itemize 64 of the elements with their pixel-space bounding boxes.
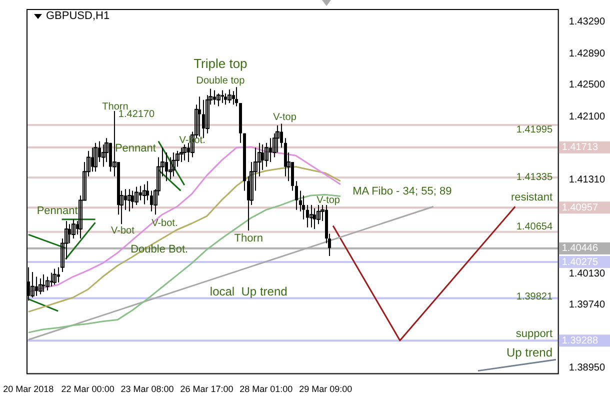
annotation: V-top xyxy=(273,112,297,123)
candlestick xyxy=(228,88,232,104)
x-tick-label: 23 Mar 08:00 xyxy=(120,384,174,394)
candlestick xyxy=(182,144,186,161)
x-tick-label: 20 Mar 2018 xyxy=(3,384,54,394)
annotation: 1.39821 xyxy=(516,291,553,302)
annotation: support xyxy=(516,328,553,340)
y-tick-label: 1.42890 xyxy=(568,48,606,60)
annotation: 1.41335 xyxy=(516,172,553,184)
candlestick xyxy=(276,124,280,153)
candlestick xyxy=(310,204,314,228)
candlestick xyxy=(104,138,108,163)
y-tick-label: 1.40130 xyxy=(568,268,606,280)
candlestick xyxy=(146,180,149,201)
candlestick xyxy=(295,180,298,210)
annotation: 1.40654 xyxy=(516,222,553,233)
candlestick xyxy=(94,142,98,172)
annotation: V-bot. xyxy=(152,218,178,229)
candlestick xyxy=(142,184,146,205)
annotation: V-bot xyxy=(110,226,135,237)
annotation: Up trend xyxy=(506,345,553,360)
annotation: resistant xyxy=(510,191,553,204)
annotation: Double top xyxy=(196,75,246,86)
candlestick xyxy=(52,268,56,286)
y-tick-label: 1.42100 xyxy=(568,111,606,122)
candlestick xyxy=(316,204,320,225)
annotation: Pennant xyxy=(114,142,156,155)
candlestick xyxy=(38,278,42,295)
candlestick xyxy=(302,194,305,220)
ref-line-label: 1.40446 xyxy=(562,243,598,254)
annotation: Triple top xyxy=(194,56,248,71)
candlestick xyxy=(72,218,76,240)
ref-line-label: 1.41713 xyxy=(562,142,598,154)
x-tick-label: 22 Mar 00:00 xyxy=(61,384,114,394)
candlestick xyxy=(134,186,138,206)
x-tick-label: 26 Mar 17:00 xyxy=(180,384,234,394)
candlestick xyxy=(172,152,176,177)
annotation: Thorn xyxy=(234,232,263,244)
annotation: 1.41995 xyxy=(516,124,553,136)
candlestick xyxy=(264,142,268,168)
y-tick-label: 1.39740 xyxy=(568,299,606,310)
y-tick-label: 1.43290 xyxy=(568,16,606,28)
candlestick xyxy=(216,92,220,107)
chart-title: GBPUSD,H1 xyxy=(46,10,110,22)
candlestick xyxy=(284,138,287,177)
ref-line-label: 1.39288 xyxy=(562,335,598,346)
candlestick xyxy=(168,156,172,180)
annotation: local Up trend xyxy=(210,284,288,298)
annotation: 1.42170 xyxy=(118,109,155,120)
candlestick xyxy=(180,147,184,163)
annotation: Pennant xyxy=(36,204,78,217)
y-tick-label: 1.38950 xyxy=(568,362,606,374)
candlestick xyxy=(198,96,201,138)
annotation: MA Fibo - 34; 55; 89 xyxy=(352,185,452,198)
x-tick-label: 29 Mar 09:00 xyxy=(299,384,352,394)
x-tick-label: 28 Mar 01:00 xyxy=(240,384,293,394)
candlestick xyxy=(128,188,132,212)
ref-line-label: 1.40957 xyxy=(562,202,598,214)
candlestick xyxy=(30,271,34,298)
candlestick xyxy=(46,276,50,291)
candlestick xyxy=(235,86,238,107)
y-tick-label: 1.41310 xyxy=(568,174,606,186)
annotation: V-top xyxy=(316,194,340,206)
y-tick-label: 1.42500 xyxy=(568,79,606,90)
